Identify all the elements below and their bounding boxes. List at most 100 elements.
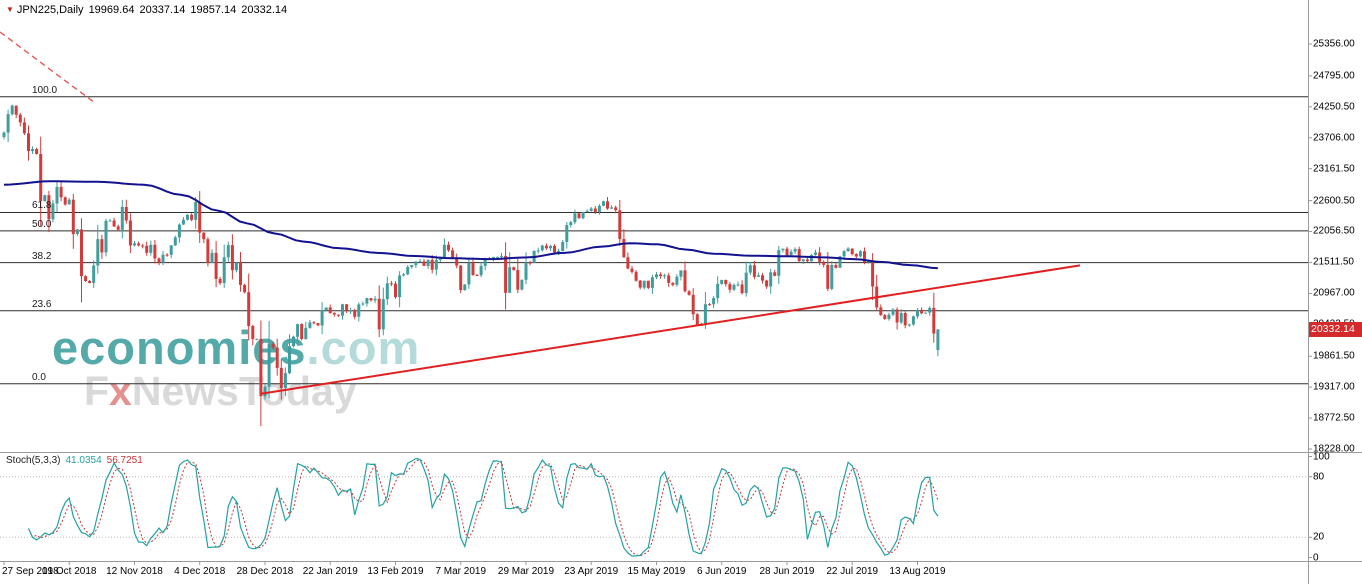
watermark-economies: economies.com [52, 320, 420, 375]
candle-body [634, 271, 638, 281]
fib-level-label: 50.0 [32, 218, 52, 230]
candle-body [157, 258, 161, 263]
candle-body [18, 114, 22, 123]
candle-body [622, 239, 626, 258]
candle-body [483, 258, 487, 266]
candle-body [911, 316, 915, 325]
candle-body [573, 213, 577, 223]
candle-body [353, 310, 357, 317]
candle-body [55, 186, 59, 204]
candle-body [479, 265, 483, 276]
stoch-scale-label: 20 [1313, 531, 1325, 543]
candle-body [646, 280, 650, 288]
candle-body [805, 259, 809, 262]
candle-body [361, 303, 365, 305]
price-axis-label: 18228.00 [1313, 443, 1355, 455]
candle-body [663, 275, 667, 277]
candle-body [377, 298, 381, 330]
candle-body [667, 275, 671, 283]
candle-body [838, 256, 842, 268]
candle-body [210, 252, 214, 263]
candle-body [108, 220, 112, 222]
date-axis-label: 6 Jun 2019 [696, 566, 747, 577]
candle-body [928, 307, 932, 313]
candle-body [471, 262, 475, 275]
candle-body [932, 307, 936, 334]
price-axis-label: 19861.50 [1313, 350, 1355, 362]
candle-body [716, 283, 720, 299]
candle-body [691, 294, 695, 315]
candle-body [597, 205, 601, 212]
candle-body [341, 304, 344, 316]
candle-body [863, 251, 866, 262]
open-value: 19969.64 [88, 4, 135, 16]
candle-body [255, 338, 259, 340]
candle-body [907, 324, 911, 326]
candle-body [895, 309, 899, 323]
stoch-scale-label: 80 [1313, 471, 1325, 483]
candle-body [112, 220, 116, 227]
candle-body [920, 309, 924, 314]
date-axis-label: 7 Mar 2019 [435, 566, 487, 577]
candle-body [161, 254, 165, 263]
candle-body [748, 265, 752, 273]
candle-body [394, 283, 397, 298]
candle-body [769, 272, 773, 287]
price-axis-label: 25356.00 [1313, 38, 1355, 50]
candle-body [141, 245, 145, 247]
high-value: 20337.14 [139, 4, 186, 16]
candle-body [133, 243, 136, 246]
candle-body [504, 255, 508, 293]
candle-body [801, 259, 805, 262]
candle-body [218, 279, 222, 284]
candle-body [687, 291, 691, 295]
candle-body [63, 197, 67, 205]
price-axis-label: 21511.50 [1313, 256, 1354, 268]
candle-body [124, 207, 128, 221]
candle-body [463, 284, 467, 290]
close-value: 20332.14 [241, 4, 288, 16]
fibonacci-retracement[interactable] [0, 96, 1308, 385]
candle-body [553, 245, 556, 253]
candle-body [51, 203, 55, 220]
candle-body [793, 249, 797, 252]
candle-body [581, 211, 585, 219]
candle-body [410, 265, 414, 267]
candle-body [198, 202, 202, 233]
candle-body [190, 214, 194, 220]
candle-body [59, 186, 63, 198]
candle-body [695, 314, 699, 325]
candle-body [398, 275, 402, 298]
candle-body [100, 239, 104, 253]
watermark-domain-suffix: .com [306, 321, 421, 374]
ascending-trendline[interactable] [260, 264, 1081, 395]
candle-body [467, 262, 471, 285]
candle-body [508, 267, 512, 293]
candle-body [22, 122, 26, 134]
candle-body [528, 262, 532, 264]
candle-body [234, 262, 238, 271]
candle-body [524, 262, 528, 280]
candle-body [899, 313, 903, 323]
candle-body [602, 201, 605, 206]
candle-body [712, 298, 716, 305]
date-axis-label: 23 Apr 2019 [564, 566, 619, 577]
candle-body [31, 149, 34, 152]
candle-body [222, 257, 226, 284]
candle-body [703, 304, 707, 326]
chart-info-line: ▼ JPN225,Daily 19969.64 20337.14 19857.14 203… [6, 4, 292, 16]
fib-level-label: 61.8 [32, 200, 52, 212]
candle-body [659, 274, 663, 276]
candle-body [655, 274, 658, 278]
candle-body [279, 367, 283, 389]
candle-body [316, 323, 320, 326]
date-axis-label: 29 Mar 2019 [497, 566, 555, 577]
candle-body [104, 220, 108, 253]
candle-body [455, 257, 459, 266]
candle-body [80, 229, 83, 277]
candle-body [304, 327, 308, 339]
low-value: 19857.14 [190, 4, 237, 16]
candle-body [369, 298, 373, 301]
